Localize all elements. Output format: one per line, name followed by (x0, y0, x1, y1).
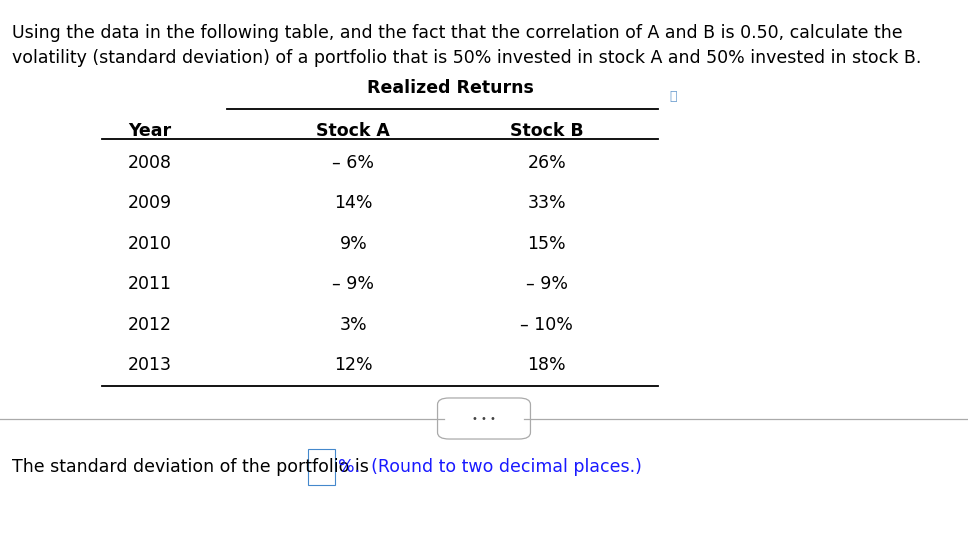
Text: – 9%: – 9% (332, 275, 375, 293)
Text: 9%: 9% (340, 235, 367, 253)
Text: 2011: 2011 (128, 275, 172, 293)
Text: 12%: 12% (334, 356, 373, 374)
Text: volatility (standard deviation) of a portfolio that is 50% invested in stock A a: volatility (standard deviation) of a por… (12, 49, 921, 66)
Text: 14%: 14% (334, 194, 373, 212)
Text: ⧉: ⧉ (670, 90, 678, 103)
Text: 15%: 15% (528, 235, 566, 253)
Text: – 6%: – 6% (332, 154, 375, 172)
Text: – 9%: – 9% (526, 275, 568, 293)
FancyBboxPatch shape (308, 449, 335, 485)
Text: Using the data in the following table, and the fact that the correlation of A an: Using the data in the following table, a… (12, 24, 902, 42)
FancyBboxPatch shape (438, 398, 530, 439)
Text: – 10%: – 10% (521, 316, 573, 334)
Text: The standard deviation of the portfolio is: The standard deviation of the portfolio … (12, 458, 374, 476)
Text: Year: Year (129, 122, 171, 139)
Text: 33%: 33% (528, 194, 566, 212)
Text: 2008: 2008 (128, 154, 172, 172)
Text: 2012: 2012 (128, 316, 172, 334)
Text: Stock A: Stock A (317, 122, 390, 139)
Text: Realized Returns: Realized Returns (367, 79, 533, 97)
Text: 3%: 3% (340, 316, 367, 334)
Text: • • •: • • • (472, 414, 496, 423)
Text: 2009: 2009 (128, 194, 172, 212)
Text: %.  (Round to two decimal places.): %. (Round to two decimal places.) (338, 458, 642, 476)
Text: 2010: 2010 (128, 235, 172, 253)
Text: 26%: 26% (528, 154, 566, 172)
Text: Stock B: Stock B (510, 122, 584, 139)
Text: 2013: 2013 (128, 356, 172, 374)
Text: 18%: 18% (528, 356, 566, 374)
